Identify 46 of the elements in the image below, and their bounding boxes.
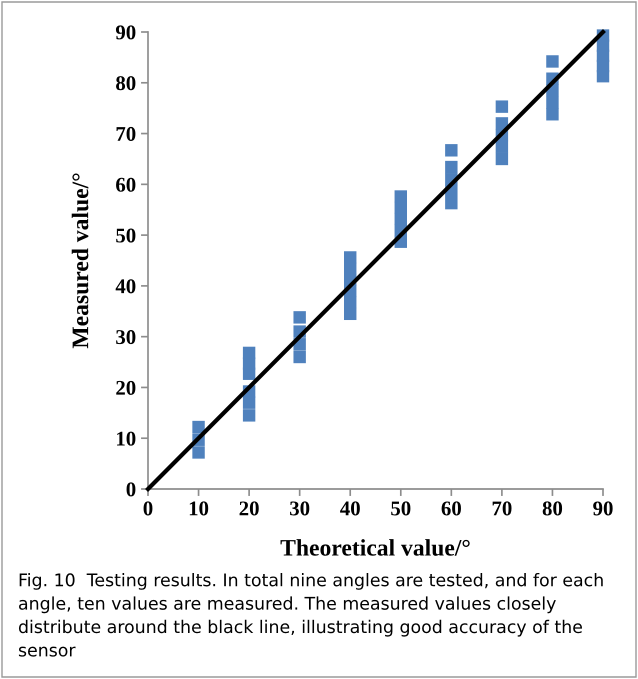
point xyxy=(242,409,256,422)
point xyxy=(496,117,508,130)
y-tick-label: 20 xyxy=(116,380,136,395)
point xyxy=(445,144,458,157)
x-tick-label: 70 xyxy=(492,501,512,516)
point xyxy=(344,251,356,264)
point xyxy=(496,100,508,113)
x-tick-label: 50 xyxy=(391,501,410,516)
x-tick-label: 20 xyxy=(240,501,259,516)
y-tick-label: 80 xyxy=(116,76,136,90)
point xyxy=(546,108,559,120)
x-tick-label: 60 xyxy=(442,501,461,516)
y-tick-label: 70 xyxy=(116,126,136,141)
caption: Fig. 10 Testing results. In total nine angles are tested, and for each angle, ten values are measured. The measured values closely distribute around the black line, illustrating good accuracy of the sensor xyxy=(18,573,603,657)
point xyxy=(394,201,407,214)
point xyxy=(344,308,356,320)
point xyxy=(293,311,306,324)
point xyxy=(445,160,458,174)
x-tick-label: 40 xyxy=(340,501,360,516)
y-tick-label: 30 xyxy=(116,330,136,344)
point xyxy=(394,190,407,203)
point xyxy=(546,96,559,109)
point xyxy=(496,140,508,153)
x-tick-label: 0 xyxy=(144,501,152,516)
y-tick-label: 60 xyxy=(116,178,136,192)
x-tick-label: 10 xyxy=(190,501,208,516)
point xyxy=(344,262,356,275)
point xyxy=(192,420,205,434)
point xyxy=(293,350,306,364)
y-tick-label: 0 xyxy=(126,482,136,496)
y-axis-title: Measured value/° xyxy=(72,174,88,348)
x-tick-label: 80 xyxy=(542,501,562,516)
point xyxy=(242,396,256,409)
x-tick-label: 30 xyxy=(290,501,310,516)
y-tick-label: 50 xyxy=(116,228,136,243)
x-axis-title: Theoretical value/° xyxy=(280,539,470,556)
point xyxy=(344,296,356,308)
point xyxy=(242,346,256,360)
x-tick-label: 90 xyxy=(593,501,613,516)
y-tick-label: 10 xyxy=(117,432,136,446)
point xyxy=(496,152,508,166)
point xyxy=(192,446,205,459)
y-tick-label: 40 xyxy=(116,279,136,294)
y-tick-label: 90 xyxy=(116,25,136,40)
point xyxy=(546,55,559,68)
point xyxy=(445,196,458,210)
